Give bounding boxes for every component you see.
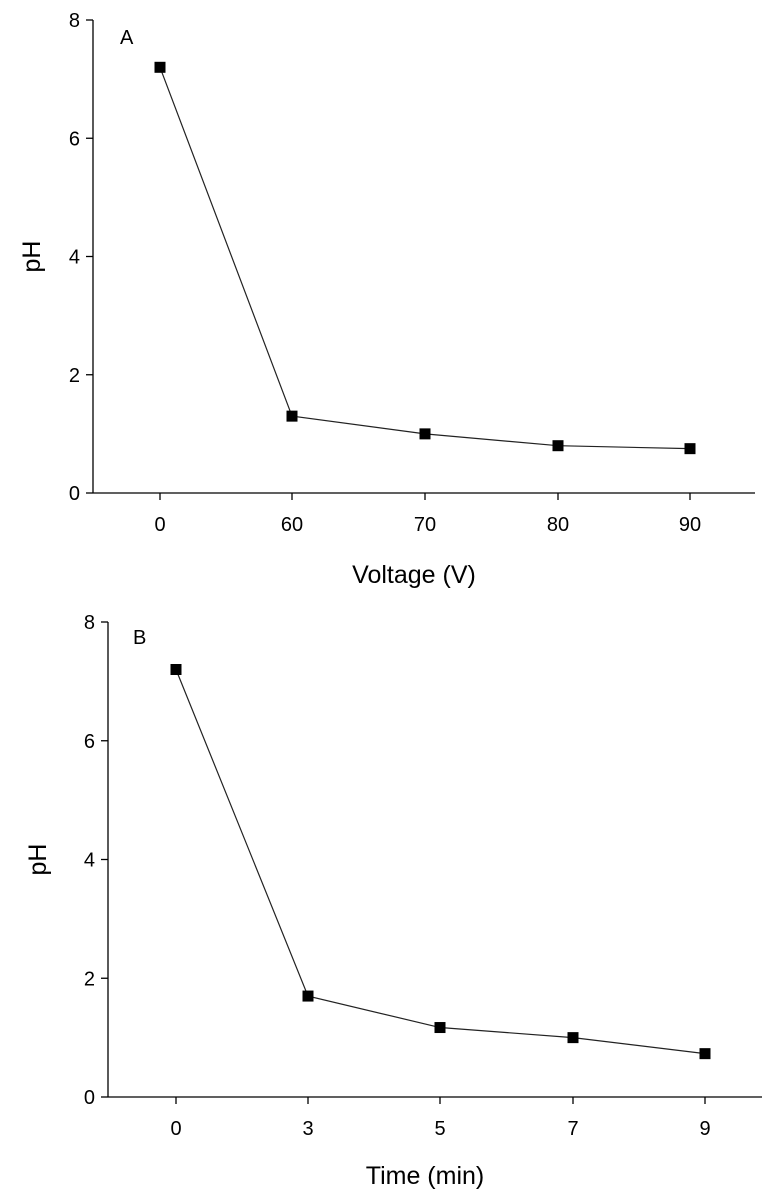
chart-panel-B: 0 2 4 6 8 0 3 5 7 9 Time (min) pH B — [24, 612, 762, 1190]
x-tick-label: 90 — [679, 514, 701, 536]
data-point — [434, 1022, 446, 1034]
x-tick-label: 0 — [170, 1118, 181, 1140]
data-point — [552, 440, 564, 452]
data-point — [170, 664, 182, 675]
series-line — [175, 669, 706, 1055]
y-tick-label: 2 — [84, 968, 95, 990]
x-tick-label: 9 — [699, 1118, 710, 1140]
y-tick-label: 4 — [69, 247, 80, 269]
y-tick-label: 4 — [84, 850, 95, 872]
panel-label: A — [120, 27, 134, 49]
data-point — [567, 1032, 579, 1044]
data-point — [286, 410, 298, 422]
y-tick-label: 0 — [84, 1087, 95, 1109]
y-tick-label: 6 — [84, 731, 95, 753]
y-axis-title: pH — [24, 844, 52, 876]
y-tick-label: 6 — [69, 128, 80, 150]
series-line — [159, 67, 691, 450]
x-tick-label: 5 — [434, 1118, 445, 1140]
y-axis-title: pH — [18, 241, 46, 273]
x-tick-label: 60 — [281, 514, 303, 536]
panel-label: B — [133, 627, 146, 649]
data-point — [302, 990, 314, 1002]
x-tick-label: 80 — [547, 514, 569, 536]
y-tick-label: 8 — [84, 612, 95, 634]
x-tick-label: 7 — [567, 1118, 578, 1140]
y-tick-label: 8 — [69, 10, 80, 32]
data-point — [699, 1048, 711, 1060]
x-tick-label: 0 — [154, 514, 165, 536]
x-axis-title: Voltage (V) — [352, 561, 476, 589]
y-tick-label: 0 — [69, 483, 80, 505]
data-point — [154, 61, 166, 73]
data-point — [684, 443, 696, 455]
x-tick-label: 70 — [414, 514, 436, 536]
y-tick-label: 2 — [69, 365, 80, 387]
data-point — [419, 428, 431, 440]
x-tick-label: 3 — [302, 1118, 313, 1140]
x-axis-title: Time (min) — [366, 1162, 485, 1190]
